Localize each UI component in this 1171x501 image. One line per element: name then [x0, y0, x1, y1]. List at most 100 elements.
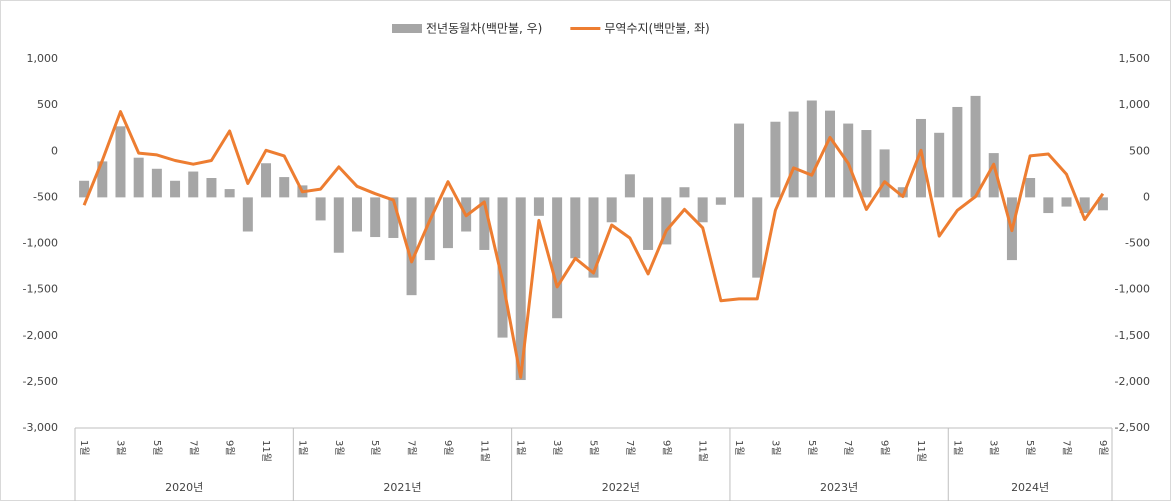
bar [206, 178, 217, 198]
legend-swatch [392, 24, 422, 33]
bar [261, 163, 272, 198]
bar [988, 153, 999, 198]
bar [133, 157, 144, 198]
y-tick-label: -3,000 [23, 421, 58, 434]
bar [661, 197, 672, 245]
line [82, 110, 1105, 379]
x-tick-label: 5월 [588, 440, 600, 456]
bar [1097, 197, 1108, 211]
y-tick-label: 500 [37, 98, 58, 111]
bar [588, 197, 599, 278]
bar [170, 180, 181, 198]
bar [115, 126, 126, 198]
y2-tick-label: -1,000 [1115, 283, 1150, 296]
x-tick-label: 1월 [951, 440, 963, 456]
bar [424, 197, 435, 261]
bar [734, 123, 745, 198]
y2-tick-label: 1,500 [1119, 52, 1151, 65]
bar [479, 197, 490, 250]
bar [843, 123, 854, 198]
x-tick-label: 11월 [478, 440, 490, 462]
x-tick-label: 7월 [187, 440, 199, 456]
bar [861, 130, 872, 198]
x-tick-label: 1월 [515, 440, 527, 456]
y-tick-label: -1,500 [23, 283, 58, 296]
bar [79, 180, 90, 198]
bar [1079, 197, 1090, 214]
bar [224, 189, 235, 198]
bar [497, 197, 508, 338]
bar [351, 197, 362, 232]
bar [1025, 178, 1036, 198]
y-tick-label: -1,000 [23, 237, 58, 250]
x-tick-label: 3월 [988, 440, 1000, 456]
bar [752, 197, 763, 278]
bar [151, 168, 162, 198]
y2-tick-label: 1,000 [1119, 98, 1151, 111]
bar [570, 197, 581, 259]
bar [788, 111, 799, 198]
y-tick-label: -2,000 [23, 329, 58, 342]
bar [97, 161, 108, 198]
x-tick-label: 9월 [879, 440, 891, 456]
bar [606, 197, 617, 223]
bar [552, 197, 563, 319]
y-tick-label: -2,500 [23, 375, 58, 388]
bar [188, 171, 199, 198]
x-tick-label: 7월 [842, 440, 854, 456]
year-label: 2021년 [383, 481, 421, 494]
bar [442, 197, 453, 249]
x-tick-label: 5월 [1024, 440, 1036, 456]
bar [515, 197, 526, 381]
x-tick-label: 1월 [78, 440, 90, 456]
bar [388, 197, 399, 238]
x-tick-label: 11월 [260, 440, 272, 462]
x-tick-label: 5월 [369, 440, 381, 456]
x-tick-label: 9월 [1097, 440, 1109, 456]
x-tick-label: 3월 [333, 440, 345, 456]
bar [806, 100, 817, 198]
x-tick-label: 7월 [1061, 440, 1073, 456]
x-tick-label: 7월 [624, 440, 636, 456]
y2-tick-label: -500 [1125, 237, 1150, 250]
x-tick-label: 11월 [915, 440, 927, 462]
x-tick-label: 9월 [224, 440, 236, 456]
bar [952, 106, 963, 198]
bar [715, 197, 726, 205]
bar [915, 118, 926, 198]
bar [1061, 197, 1072, 207]
bar [279, 177, 290, 198]
y-tick-label: 1,000 [27, 52, 59, 65]
x-tick-label: 11월 [697, 440, 709, 462]
legend-label: 전년동월차(백만불, 우) [426, 22, 542, 36]
y2-tick-label: -2,000 [1115, 375, 1150, 388]
bar [533, 197, 544, 216]
y2-tick-label: 500 [1129, 144, 1150, 157]
bar [970, 95, 981, 198]
x-tick-label: 5월 [806, 440, 818, 456]
bar [624, 174, 635, 198]
y-tick-label: -500 [33, 190, 58, 203]
legend-label: 무역수지(백만불, 좌) [604, 22, 709, 36]
year-label: 2020년 [165, 481, 203, 494]
bar [406, 197, 417, 296]
bar [770, 121, 781, 198]
bar [879, 149, 890, 198]
x-tick-label: 9월 [660, 440, 672, 456]
y2-tick-label: -1,500 [1115, 329, 1150, 342]
bar [315, 197, 326, 221]
year-label: 2023년 [820, 481, 858, 494]
bar [825, 110, 836, 198]
bar [1043, 197, 1054, 214]
x-tick-label: 1월 [296, 440, 308, 456]
x-tick-label: 1월 [733, 440, 745, 456]
x-tick-label: 3월 [114, 440, 126, 456]
bar [643, 197, 654, 250]
year-label: 2024년 [1011, 481, 1049, 494]
x-tick-label: 3월 [551, 440, 563, 456]
bar [242, 197, 253, 232]
bar [934, 132, 945, 198]
y2-tick-label: 0 [1143, 190, 1150, 203]
